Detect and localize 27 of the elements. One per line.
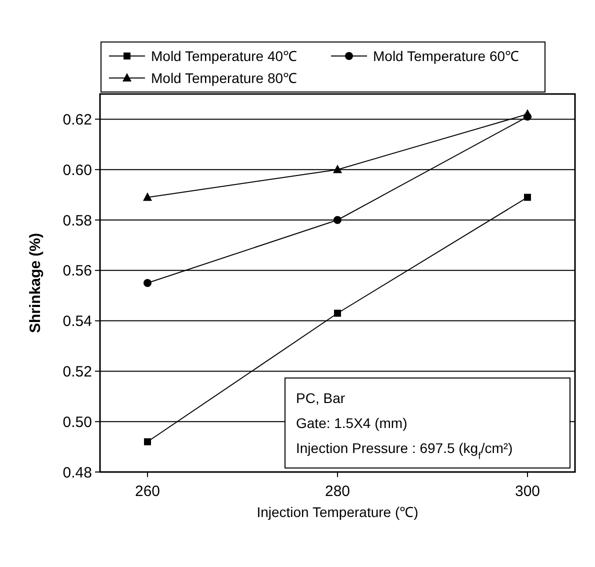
point xyxy=(334,216,342,224)
y-tick-label: 0.52 xyxy=(62,363,92,380)
point xyxy=(144,279,152,287)
point xyxy=(143,192,152,201)
x-axis-title: Injection Temperature (℃) xyxy=(256,504,418,520)
y-tick-label: 0.54 xyxy=(62,313,92,330)
y-tick-label: 0.56 xyxy=(62,262,92,280)
y-tick-label: 0.62 xyxy=(62,111,92,128)
y-tick-label: 0.48 xyxy=(62,464,92,482)
annotation: Injection Pressure : 697.5 (kg$_{f}$/cm²) xyxy=(296,440,513,462)
y-tick-label: 0.58 xyxy=(62,212,92,230)
point xyxy=(334,310,341,317)
x-tick-label: 260 xyxy=(134,483,160,500)
point xyxy=(333,164,342,174)
point xyxy=(524,194,531,201)
point xyxy=(523,109,532,118)
legend-label: Mold Temperature 40℃ xyxy=(151,48,298,64)
y-axis-title: Shrinkage (%) xyxy=(27,232,44,334)
x-tick-label: 300 xyxy=(514,483,540,500)
annotation: PC, Bar xyxy=(296,390,346,406)
legend-label: Mold Temperature 80℃ xyxy=(151,70,298,86)
x-tick-label: 280 xyxy=(324,483,350,500)
point xyxy=(144,438,151,446)
y-tick-label: 0.50 xyxy=(62,414,92,431)
annotation: Gate: 1.5X4 (mm) xyxy=(296,415,408,431)
y-tick-label: 0.60 xyxy=(62,162,92,179)
legend-label: Mold Temperature 60℃ xyxy=(373,48,520,64)
